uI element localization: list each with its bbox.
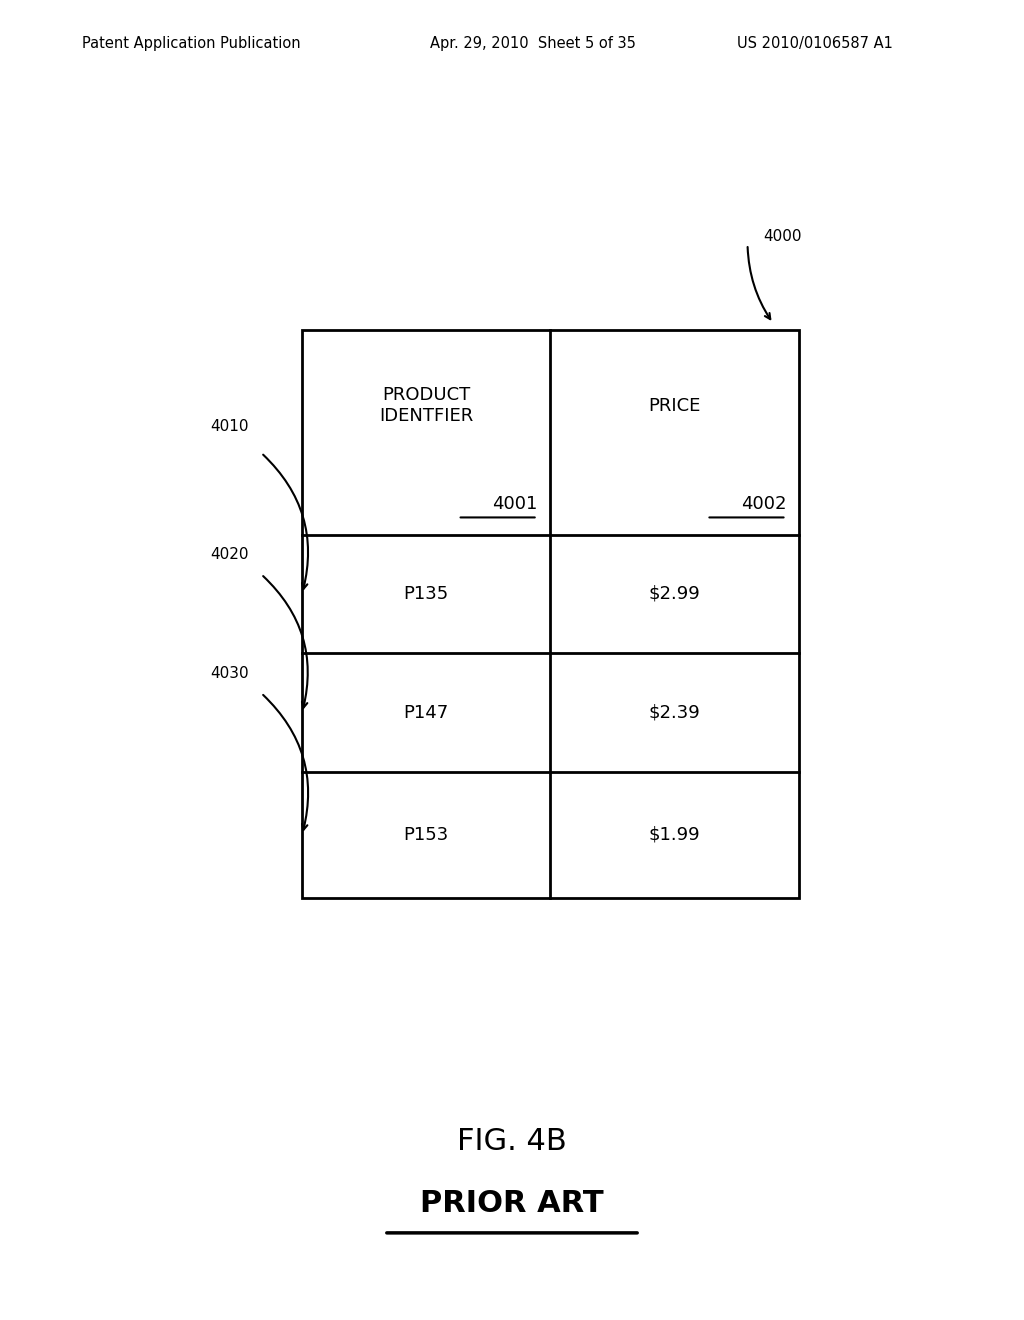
Text: PRICE: PRICE <box>648 397 700 414</box>
Text: 4002: 4002 <box>741 495 786 513</box>
Text: P147: P147 <box>403 704 449 722</box>
Text: 4030: 4030 <box>210 665 249 681</box>
Text: 4000: 4000 <box>763 230 802 244</box>
Text: P153: P153 <box>403 826 449 843</box>
Text: P135: P135 <box>403 585 449 603</box>
Text: FIG. 4B: FIG. 4B <box>457 1127 567 1156</box>
Text: 4001: 4001 <box>493 495 538 513</box>
Text: $1.99: $1.99 <box>648 826 700 843</box>
Text: $2.99: $2.99 <box>648 585 700 603</box>
Text: Patent Application Publication: Patent Application Publication <box>82 36 301 51</box>
Text: US 2010/0106587 A1: US 2010/0106587 A1 <box>737 36 893 51</box>
Text: 4010: 4010 <box>210 418 249 434</box>
Text: 4020: 4020 <box>210 546 249 562</box>
Text: Apr. 29, 2010  Sheet 5 of 35: Apr. 29, 2010 Sheet 5 of 35 <box>430 36 636 51</box>
Text: $2.39: $2.39 <box>648 704 700 722</box>
Text: PRIOR ART: PRIOR ART <box>420 1189 604 1218</box>
Text: PRODUCT
IDENTFIER: PRODUCT IDENTFIER <box>379 387 473 425</box>
